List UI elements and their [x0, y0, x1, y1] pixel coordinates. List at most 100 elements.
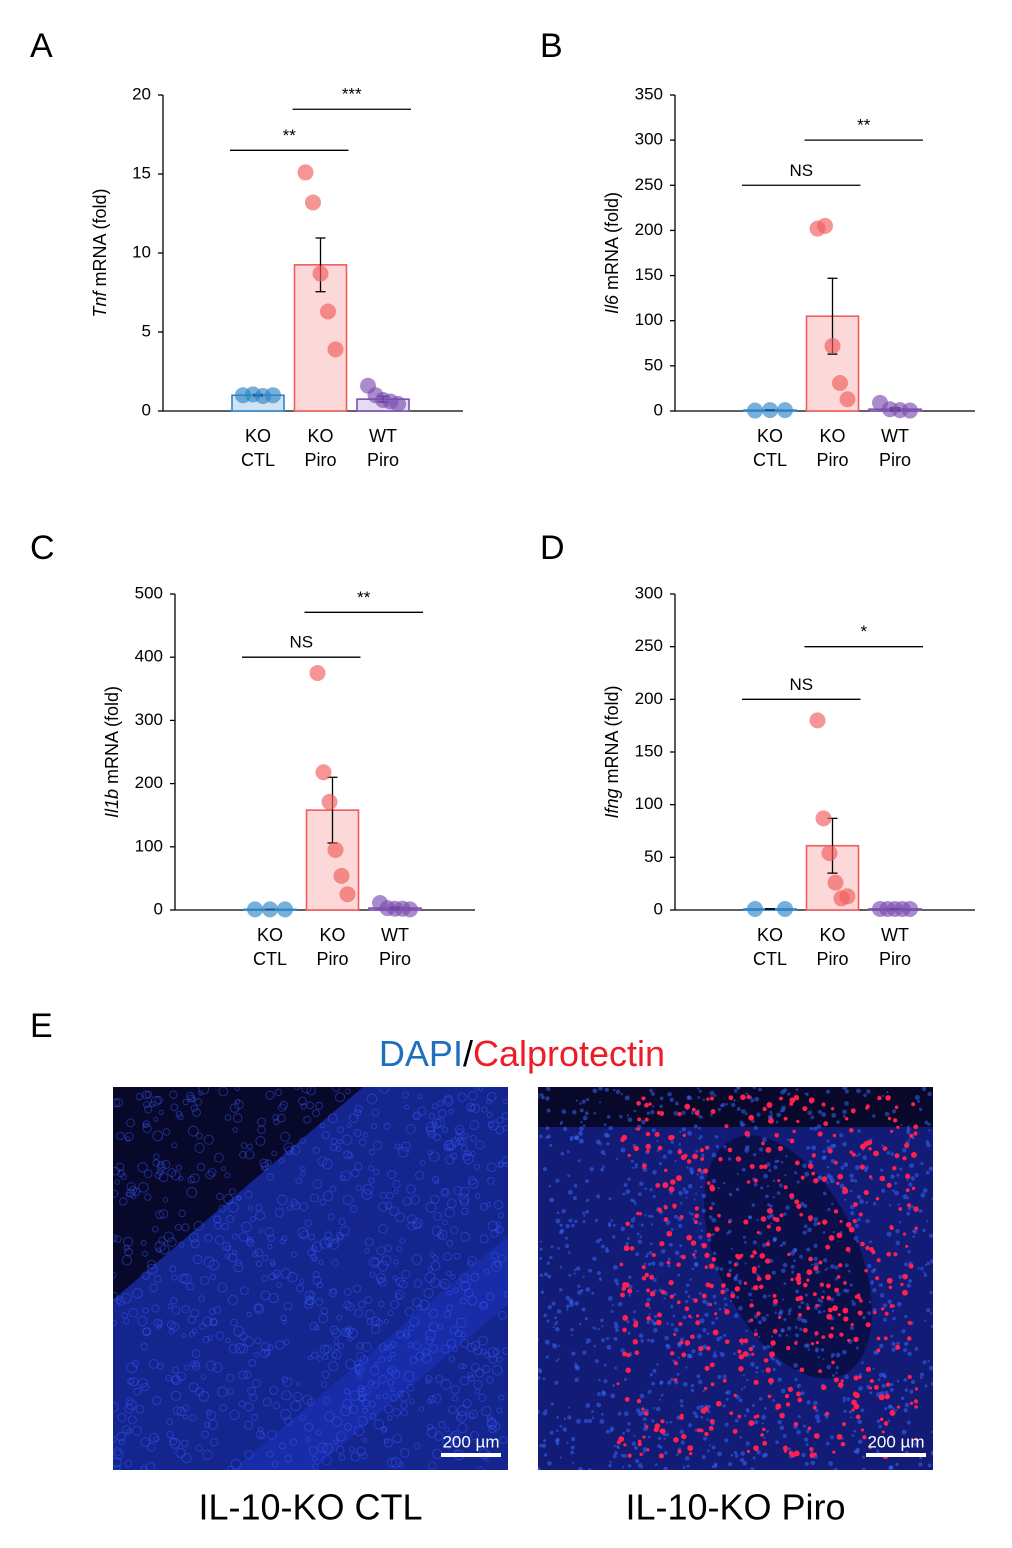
- calprotectin-dot: [863, 1141, 869, 1147]
- cell: [786, 1138, 790, 1141]
- cell: [354, 1104, 363, 1113]
- calprotectin-dot: [836, 1433, 843, 1440]
- cell: [667, 1380, 672, 1385]
- cell: [723, 1333, 727, 1337]
- cell: [627, 1331, 631, 1335]
- cell: [467, 1372, 474, 1379]
- cell: [836, 1120, 840, 1124]
- cell: [711, 1201, 715, 1206]
- calprotectin-dot: [812, 1292, 817, 1297]
- cell: [353, 1129, 362, 1137]
- cell: [693, 1249, 698, 1253]
- cell: [900, 1123, 903, 1126]
- category-line: WT: [881, 426, 909, 446]
- cell: [125, 1191, 132, 1198]
- cell: [428, 1112, 435, 1119]
- cell: [611, 1304, 614, 1307]
- cell: [254, 1337, 262, 1345]
- cell: [152, 1396, 162, 1406]
- cell: [426, 1126, 435, 1135]
- cell: [309, 1321, 318, 1331]
- cell: [209, 1437, 219, 1447]
- cell: [440, 1281, 447, 1288]
- cell: [891, 1406, 895, 1410]
- calprotectin-dot: [794, 1160, 800, 1166]
- cell: [297, 1227, 309, 1239]
- cell: [283, 1339, 290, 1346]
- cell: [605, 1246, 609, 1250]
- cell: [200, 1374, 207, 1380]
- cell: [318, 1259, 324, 1265]
- cell: [861, 1361, 864, 1364]
- y-tick-label: 100: [635, 310, 663, 329]
- cell: [565, 1304, 570, 1309]
- cell: [559, 1424, 563, 1428]
- cell: [691, 1267, 695, 1271]
- cell: [431, 1118, 442, 1129]
- cell: [293, 1391, 303, 1402]
- cell: [680, 1404, 684, 1408]
- cell: [182, 1414, 189, 1420]
- calprotectin-dot: [830, 1106, 835, 1111]
- calprotectin-dot: [634, 1350, 640, 1356]
- calprotectin-dot: [717, 1213, 721, 1218]
- cell: [362, 1399, 371, 1408]
- cell: [210, 1318, 218, 1326]
- cell: [622, 1453, 627, 1459]
- calprotectin-dot: [821, 1102, 826, 1107]
- cell: [397, 1390, 404, 1398]
- cell: [548, 1184, 552, 1188]
- calprotectin-dot: [684, 1306, 690, 1312]
- calprotectin-dot: [775, 1405, 780, 1410]
- calprotectin-dot: [724, 1124, 729, 1129]
- cell: [756, 1218, 759, 1222]
- y-tick-label: 0: [142, 400, 151, 419]
- cell: [169, 1322, 180, 1332]
- cell: [273, 1402, 281, 1410]
- data-point: [747, 402, 763, 419]
- cell: [928, 1365, 933, 1371]
- cell: [444, 1426, 450, 1433]
- cell: [421, 1353, 432, 1364]
- cell: [585, 1179, 589, 1183]
- cell: [559, 1223, 563, 1227]
- cell: [216, 1192, 224, 1201]
- cell: [771, 1357, 775, 1361]
- cell: [842, 1142, 847, 1147]
- cell: [767, 1239, 770, 1243]
- cell: [770, 1222, 773, 1225]
- cell: [794, 1325, 798, 1330]
- cell: [313, 1325, 320, 1331]
- cell: [228, 1188, 236, 1196]
- cell: [608, 1197, 612, 1201]
- calprotectin-dot: [768, 1377, 774, 1384]
- cell: [306, 1101, 315, 1110]
- cell: [282, 1319, 288, 1325]
- cell: [470, 1150, 476, 1157]
- cell: [857, 1129, 861, 1133]
- calprotectin-dot: [838, 1263, 843, 1268]
- cell: [273, 1118, 280, 1126]
- cell: [922, 1228, 926, 1233]
- cell: [661, 1249, 666, 1254]
- calprotectin-dot: [706, 1181, 711, 1185]
- calprotectin-dot: [818, 1260, 823, 1265]
- cell: [663, 1466, 668, 1470]
- calprotectin-dot: [753, 1284, 759, 1291]
- calprotectin-dot: [889, 1224, 893, 1229]
- cell: [264, 1159, 272, 1167]
- cell: [546, 1261, 551, 1266]
- cell: [235, 1259, 242, 1267]
- cell: [692, 1411, 697, 1415]
- calprotectin-dot: [693, 1298, 698, 1303]
- cell: [690, 1212, 694, 1216]
- cell: [459, 1297, 467, 1305]
- cell: [197, 1090, 204, 1096]
- cell: [914, 1346, 919, 1351]
- cell: [869, 1391, 873, 1395]
- cell: [319, 1198, 327, 1206]
- cell: [877, 1378, 881, 1382]
- cell: [610, 1219, 614, 1222]
- cell: [863, 1093, 867, 1098]
